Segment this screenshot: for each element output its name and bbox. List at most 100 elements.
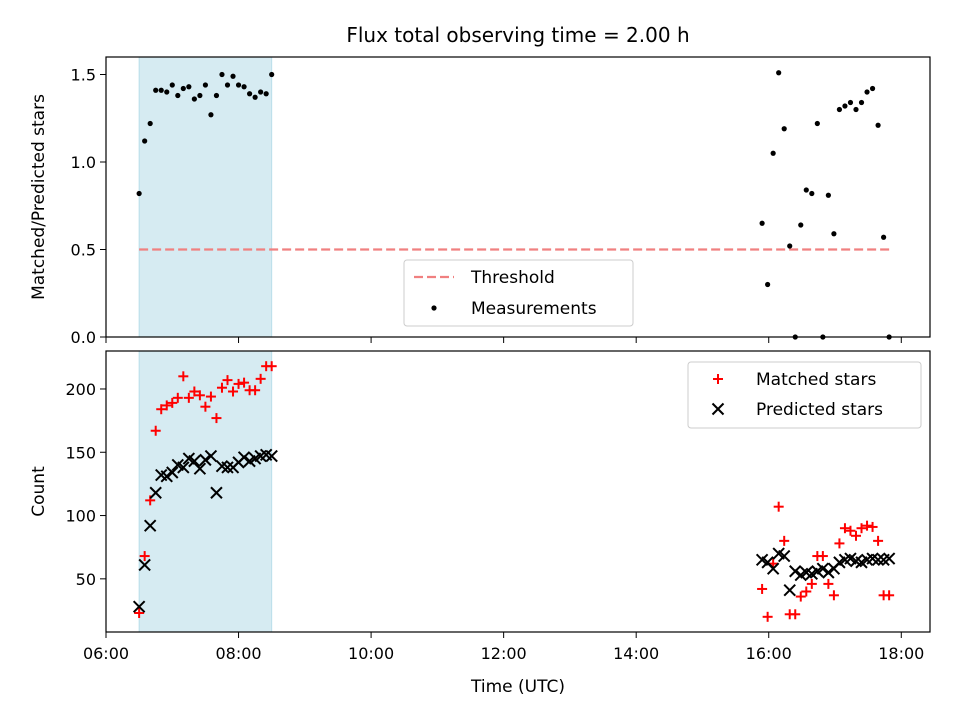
measurement-point: [142, 138, 148, 144]
legend-matched-label: Matched stars: [756, 370, 876, 390]
measurement-point: [208, 112, 214, 118]
predicted-star-point: [210, 486, 223, 499]
measurement-point: [776, 70, 782, 76]
measurement-point: [269, 71, 275, 78]
x-tick-label: 06:00: [83, 644, 129, 663]
matched-star-point: [194, 390, 205, 401]
matched-star-point: [216, 382, 227, 393]
y-tick-label: 200: [65, 380, 96, 399]
predicted-star-point: [221, 461, 234, 474]
measurement-point: [158, 87, 164, 93]
legend-plus-marker: [713, 374, 723, 384]
ratio-axes-frame: [105, 56, 931, 338]
measurement-point: [875, 122, 881, 128]
matched-star-point: [757, 583, 768, 594]
measurement-point: [798, 222, 804, 228]
matched-star-point: [211, 413, 222, 424]
count-legend-box: [687, 361, 922, 429]
measurement-point: [781, 126, 787, 132]
count-legend: Matched stars Predicted stars: [687, 361, 922, 429]
measurement-point: [831, 231, 837, 237]
matched-star-point: [873, 535, 884, 546]
measurement-point: [186, 84, 192, 90]
x-tick-label: 12:00: [481, 644, 527, 663]
predicted-star-point: [149, 486, 162, 499]
y-tick-label: 0.5: [71, 241, 96, 260]
matched-star-point: [150, 425, 161, 436]
matched-star-point: [834, 538, 845, 549]
matched-star-point: [867, 521, 878, 532]
matched-star-point: [189, 386, 200, 397]
measurement-point: [164, 89, 170, 95]
ratio-legend: Threshold Measurements: [403, 259, 634, 327]
predicted-star-point: [822, 566, 835, 579]
count-y-axis-label: Count: [29, 466, 49, 517]
matched-star-point: [239, 377, 250, 388]
measurement-point: [224, 82, 231, 88]
matched-star-point: [200, 401, 211, 412]
matched-star-point: [845, 525, 856, 536]
predicted-star-point: [177, 461, 190, 474]
ratio-panel: 0.0 0.5 1.0 1.5 Matched/Predicted stars Thr…: [29, 56, 931, 347]
matched-star-point: [850, 530, 861, 541]
measurement-point: [809, 190, 815, 197]
measurement-point: [869, 85, 876, 92]
measurement-point: [759, 220, 765, 226]
measurement-points: [136, 70, 892, 340]
legend-predicted-swatch: [711, 402, 725, 416]
predicted-star-point: [871, 553, 885, 567]
matched-star-point: [134, 608, 145, 619]
y-tick-label: 0.0: [71, 328, 96, 347]
measurement-point: [180, 85, 186, 92]
legend-measurements-swatch: [431, 305, 437, 311]
predicted-star-point: [138, 558, 151, 572]
measurement-point: [147, 120, 153, 127]
matched-star-point: [790, 609, 801, 620]
matched-star-point: [773, 501, 784, 512]
measurement-point: [853, 106, 859, 113]
matched-star-point: [178, 371, 189, 382]
predicted-star-point: [166, 466, 179, 479]
measurement-point: [787, 243, 793, 249]
x-tick-label: 14:00: [613, 644, 659, 663]
chart-title: Flux total observing time = 2.00 h: [346, 23, 689, 47]
matched-star-point: [806, 578, 817, 589]
predicted-star-point: [132, 600, 146, 613]
matched-star-point: [801, 586, 812, 597]
predicted-star-point: [265, 449, 278, 463]
measurement-point: [235, 82, 242, 88]
predicted-star-point: [143, 519, 157, 532]
ratio-y-ticks: 0.0 0.5 1.0 1.5: [71, 66, 106, 347]
predicted-star-point: [777, 549, 791, 563]
x-tick-label: 18:00: [878, 644, 924, 663]
ratio-legend-box: [403, 259, 634, 327]
legend-measurements-label: Measurements: [471, 299, 597, 319]
legend-predicted-label: Predicted stars: [756, 400, 883, 420]
measurement-point: [213, 92, 220, 99]
x-axis-label: Time (UTC): [470, 677, 565, 697]
matched-star-point: [817, 551, 828, 562]
measurement-point: [847, 99, 854, 106]
count-axes-frame: [105, 350, 931, 633]
measurement-point: [881, 234, 887, 240]
measurement-point: [858, 99, 865, 106]
measurement-point: [765, 281, 771, 288]
ratio-y-axis-label: Matched/Predicted stars: [29, 94, 49, 300]
matched-star-point: [828, 590, 839, 601]
matched-star-point: [823, 578, 834, 589]
matched-star-point: [205, 391, 216, 402]
count-x-ticks: 06:00 08:00 10:00 12:00 14:00 16:00 18:00: [83, 632, 924, 663]
ratio-x-ticks: [105, 337, 902, 343]
matched-star-point: [266, 361, 277, 372]
y-tick-label: 1.0: [71, 153, 96, 172]
measurement-point: [202, 82, 209, 88]
matched-star-point: [250, 385, 261, 396]
matched-star-point: [856, 523, 867, 534]
predicted-star-point: [882, 552, 896, 565]
matched-star-point: [139, 551, 150, 562]
predicted-star-point: [783, 584, 796, 597]
predicted-star-point: [188, 454, 201, 468]
matched-star-point: [779, 535, 790, 546]
measurement-point: [803, 187, 809, 193]
